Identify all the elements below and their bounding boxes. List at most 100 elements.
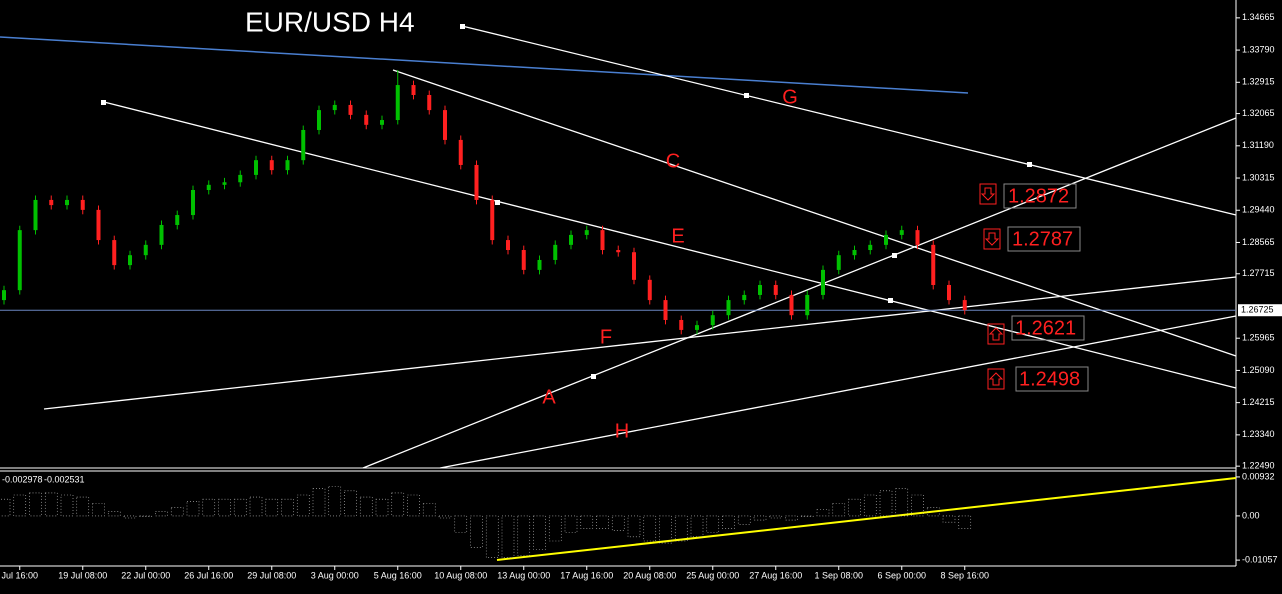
y-tick-label: 1.27715 — [1242, 268, 1275, 278]
candle-body — [947, 284, 951, 301]
indicator-bar — [800, 515, 814, 517]
indicator-bar — [170, 507, 184, 517]
candle-body — [647, 279, 652, 301]
anchor — [591, 374, 596, 379]
arrow-icon — [979, 183, 997, 205]
y-tick-label: 1.23340 — [1242, 429, 1275, 439]
indicator-bar — [816, 509, 830, 517]
anchor — [888, 298, 893, 303]
indicator-bar — [76, 496, 90, 517]
candle-body — [710, 315, 715, 326]
candle-body — [112, 240, 117, 266]
candle-body — [65, 199, 69, 206]
candle-body — [238, 174, 243, 183]
indicator-bar — [296, 494, 310, 517]
candle-body — [758, 284, 762, 295]
candle-body — [490, 199, 495, 241]
level-label: 1.2872 — [1008, 185, 1069, 207]
annotation: H — [615, 420, 629, 442]
level-frame — [1007, 226, 1081, 252]
arrow-icon — [987, 368, 1005, 390]
arrow-up — [988, 372, 1004, 386]
indicator-bar — [107, 511, 121, 517]
candle-body — [836, 255, 841, 270]
level-frame — [1003, 183, 1077, 209]
candle-body — [616, 250, 621, 253]
indicator-bar — [926, 507, 940, 517]
indicator-bar — [265, 498, 279, 517]
anchor — [892, 253, 897, 258]
x-tick-label: 25 Aug 00:00 — [686, 570, 739, 580]
candle-body — [96, 209, 101, 241]
indicator-bar — [422, 503, 436, 517]
indicator-bar — [769, 515, 783, 519]
x-tick-label: 19 Jul 08:00 — [58, 570, 107, 580]
candle-body — [80, 199, 85, 210]
indicator-bar — [785, 515, 798, 521]
candle-body — [317, 110, 321, 130]
x-tick-label: 17 Aug 16:00 — [560, 570, 613, 580]
x-tick-label: 3 Aug 00:00 — [311, 570, 359, 580]
indicator-bar — [533, 515, 546, 550]
indicator-bar — [44, 492, 58, 517]
candle-body — [805, 294, 810, 316]
indicator-bar — [611, 515, 625, 531]
indicator-bar — [895, 488, 909, 517]
current-price-label: 1.26725 — [1241, 305, 1274, 315]
candle-body — [411, 85, 416, 95]
annotation: C — [666, 150, 680, 172]
indicator-bar — [722, 515, 735, 529]
y-tick-label: 1.30315 — [1242, 172, 1275, 182]
indicator-tick-label: 0.00932 — [1242, 471, 1275, 481]
indicator-bar — [659, 515, 672, 544]
x-tick-label: 22 Jul 00:00 — [121, 570, 170, 580]
trendline — [0, 36, 969, 94]
indicator-bar — [233, 498, 247, 517]
trendline — [461, 25, 1237, 216]
indicator-bar — [470, 515, 483, 548]
candle-body — [931, 244, 936, 285]
indicator-bar — [139, 515, 153, 517]
level-label: 1.2621 — [1015, 317, 1076, 339]
arrow-up — [988, 327, 1004, 341]
indicator-bar — [501, 515, 515, 559]
candle-body — [395, 85, 400, 121]
candle-body — [868, 244, 873, 251]
indicator-bar — [643, 515, 657, 542]
indicator-bar — [454, 515, 468, 533]
y-tick-label: 1.25965 — [1242, 333, 1275, 343]
indicator-bar — [359, 496, 373, 517]
y-tick-label: 1.31190 — [1242, 140, 1274, 150]
candle-body — [443, 110, 447, 140]
candle-body — [17, 230, 22, 291]
indicator-bar — [548, 515, 562, 542]
annotation: E — [671, 225, 684, 247]
y-tick-label: 1.24215 — [1242, 397, 1275, 407]
candle-body — [679, 319, 684, 330]
indicator-bar — [0, 498, 11, 517]
x-tick-label: 27 Aug 16:00 — [749, 570, 802, 580]
trendline — [362, 117, 1237, 469]
level-box: 1.2787 — [983, 226, 1081, 252]
plot — [0, 24, 1237, 469]
indicator-bar — [737, 515, 751, 525]
indicator-bar — [596, 515, 609, 529]
candle-body — [348, 104, 353, 115]
candle-body — [569, 234, 573, 245]
candle-body — [191, 189, 195, 216]
indicator-bar — [155, 511, 168, 517]
candle-body — [222, 182, 227, 185]
level-label: 1.2787 — [1012, 228, 1073, 250]
anchor — [460, 24, 465, 29]
indicator-readout: -0.002531 — [44, 474, 85, 484]
x-tick-label: 20 Aug 08:00 — [623, 570, 676, 580]
annotation: G — [782, 86, 798, 108]
indicator-bar — [438, 515, 452, 519]
indicator-bar — [627, 515, 641, 538]
candle-body — [537, 259, 542, 270]
level-box: 1.2621 — [987, 315, 1085, 345]
indicator-bar — [391, 492, 405, 517]
x-tick-label: 5 Aug 16:00 — [374, 570, 422, 580]
candle-body — [521, 250, 526, 270]
indicator-bar — [328, 486, 342, 517]
